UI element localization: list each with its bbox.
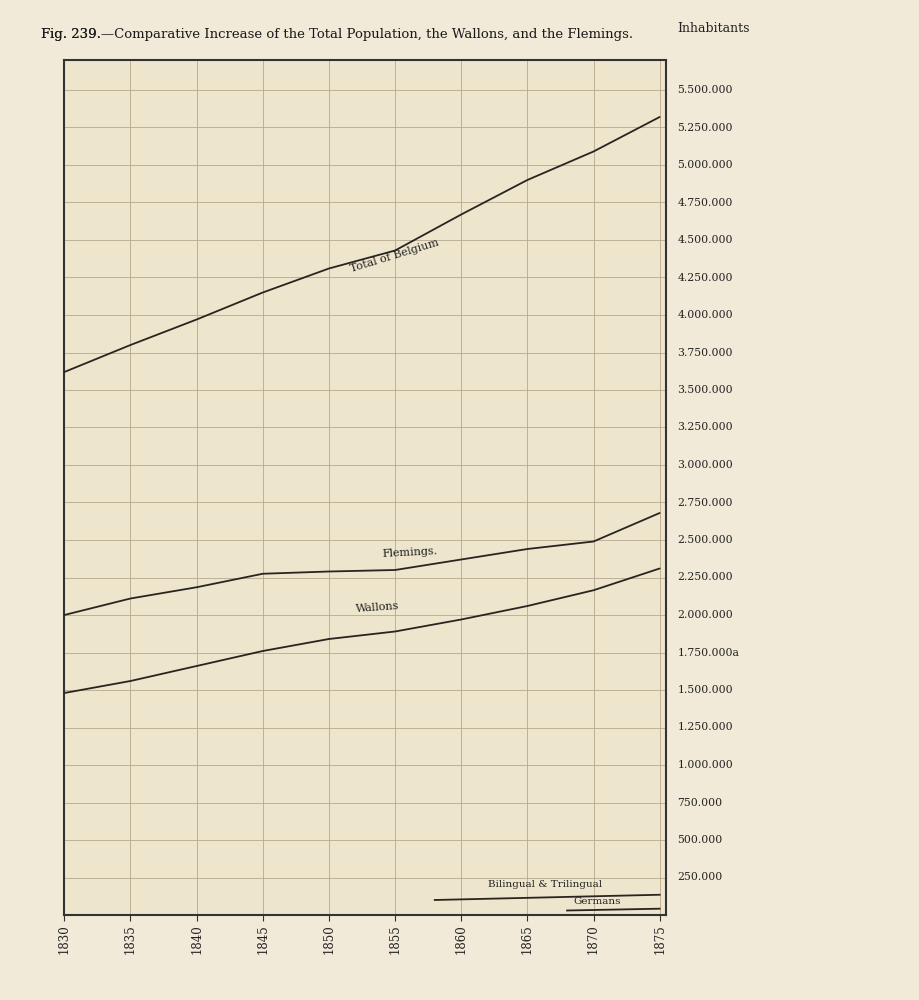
Text: Fig. 239.: Fig. 239. [41, 28, 101, 41]
Text: Flemings.: Flemings. [381, 547, 437, 559]
Text: 5.250.000: 5.250.000 [677, 123, 732, 133]
Text: 2.250.000: 2.250.000 [677, 572, 733, 582]
Text: 3.000.000: 3.000.000 [677, 460, 733, 470]
Text: Bilingual & Trilingual: Bilingual & Trilingual [488, 880, 602, 889]
Text: Fig. 239.—Comparative Increase of the Total Population, the Wallons, and the Fle: Fig. 239.—Comparative Increase of the To… [41, 28, 633, 41]
Text: 1.750.000a: 1.750.000a [677, 648, 739, 658]
Text: 4.250.000: 4.250.000 [677, 273, 732, 283]
Text: 3.500.000: 3.500.000 [677, 385, 733, 395]
Text: 1.500.000: 1.500.000 [677, 685, 733, 695]
Text: 1.250.000: 1.250.000 [677, 722, 733, 732]
Text: 500.000: 500.000 [677, 835, 722, 845]
Text: 3.250.000: 3.250.000 [677, 422, 733, 432]
Text: Germans: Germans [573, 897, 621, 906]
Text: 5.500.000: 5.500.000 [677, 85, 732, 95]
Text: Inhabitants: Inhabitants [677, 22, 750, 35]
Text: Wallons: Wallons [356, 601, 400, 614]
Text: 5.000.000: 5.000.000 [677, 160, 733, 170]
Text: Total of Belgium: Total of Belgium [349, 238, 440, 274]
Text: 2.750.000: 2.750.000 [677, 497, 732, 508]
Text: 2.500.000: 2.500.000 [677, 535, 733, 545]
Text: 3.750.000: 3.750.000 [677, 348, 732, 358]
Text: 250.000: 250.000 [677, 872, 722, 882]
Text: 4.000.000: 4.000.000 [677, 310, 733, 320]
Text: 750.000: 750.000 [677, 798, 722, 808]
Text: 4.750.000: 4.750.000 [677, 198, 732, 208]
Text: 1.000.000: 1.000.000 [677, 760, 733, 770]
Text: 2.000.000: 2.000.000 [677, 610, 733, 620]
Text: 4.500.000: 4.500.000 [677, 235, 732, 245]
